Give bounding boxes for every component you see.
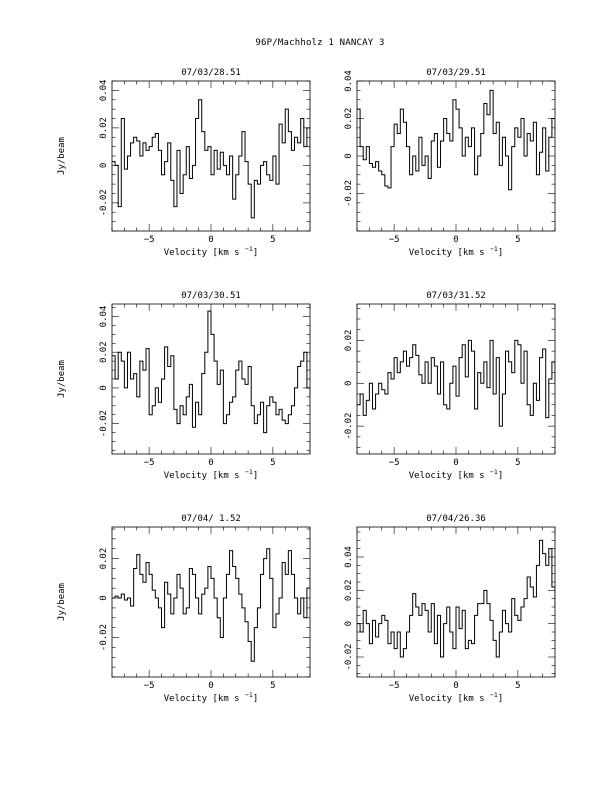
- x-tick-label: 0: [453, 235, 458, 245]
- y-tick-label: 0: [344, 621, 354, 626]
- x-axis-label: Velocity [km s −1]: [409, 245, 504, 258]
- y-tick-label: 0: [344, 153, 354, 158]
- y-tick-label: 0.04: [344, 70, 354, 92]
- y-tick-label: 0.04: [344, 546, 354, 568]
- panel-5: −5 0 5 -0.02 0 0.02 07/04/ 1.52 Velocity [km s …: [57, 514, 311, 704]
- x-tick-label: 5: [270, 235, 275, 245]
- x-tick-label: −5: [144, 458, 155, 468]
- x-axis-label: Velocity [km s −1]: [164, 691, 259, 704]
- x-tick-label: 5: [270, 681, 275, 691]
- x-tick-label: 0: [453, 681, 458, 691]
- y-tick-label: -0.02: [344, 180, 354, 207]
- y-tick-label: 0: [344, 381, 354, 386]
- y-axis-label: Jy/beam: [57, 583, 67, 621]
- panel-4: −5 0 5 -0.02 0 0.02 07/03/31.52 Velocity [km s …: [344, 291, 556, 481]
- spectrum-line: [112, 310, 310, 434]
- panel-title: 07/03/31.52: [426, 291, 486, 301]
- x-tick-label: −5: [389, 458, 400, 468]
- x-tick-label: −5: [389, 235, 400, 245]
- y-axis-label: Jy/beam: [57, 137, 67, 175]
- y-tick-label: 0.02: [99, 117, 109, 139]
- y-tick-label: -0.02: [99, 410, 109, 437]
- spectrum-line: [112, 99, 310, 219]
- x-tick-label: −5: [389, 681, 400, 691]
- y-tick-label: 0.02: [344, 579, 354, 601]
- spectrum-line: [357, 89, 555, 191]
- y-tick-label: 0.02: [344, 330, 354, 352]
- x-axis-label: Velocity [km s −1]: [409, 468, 504, 481]
- page-title: 96P/Machholz 1 NANCAY 3: [255, 38, 385, 48]
- x-tick-label: 0: [208, 458, 213, 468]
- y-tick-label: -0.02: [99, 624, 109, 651]
- spectrum-line: [357, 339, 555, 427]
- y-tick-label: 0.02: [99, 341, 109, 363]
- panel-title: 07/03/28.51: [181, 68, 241, 78]
- spectrum-line: [357, 539, 555, 658]
- x-tick-label: 5: [515, 681, 520, 691]
- panel-1: −5 0 5 -0.02 0 0.02 0.04 07/03/28.51 Velocity [k…: [57, 68, 311, 258]
- x-tick-label: 0: [208, 681, 213, 691]
- panel-title: 07/03/29.51: [426, 68, 486, 78]
- panel-3: −5 0 5 -0.02 0 0.02 0.04 07/03/30.51 Velocity [k…: [57, 291, 311, 481]
- y-tick-label: 0.04: [99, 306, 109, 328]
- x-axis-label: Velocity [km s −1]: [409, 691, 504, 704]
- y-tick-label: 0.02: [99, 548, 109, 570]
- y-tick-label: 0.04: [99, 80, 109, 102]
- panel-6: −5 0 5 -0.02 0 0.02 0.04 07/04/26.36 Velocity [k…: [344, 514, 556, 704]
- x-tick-label: 5: [270, 458, 275, 468]
- x-tick-label: 0: [453, 458, 458, 468]
- x-tick-label: 5: [515, 458, 520, 468]
- panel-title: 07/04/26.36: [426, 514, 486, 524]
- y-tick-label: -0.02: [344, 413, 354, 440]
- y-tick-label: 0: [99, 595, 109, 600]
- panel-2: −5 0 5 -0.02 0 0.02 0.04 07/03/29.51 Velocity [k…: [344, 68, 556, 258]
- y-axis-label: Jy/beam: [57, 360, 67, 398]
- x-tick-label: 5: [515, 235, 520, 245]
- plot-frame: [356, 526, 556, 678]
- y-tick-label: 0: [99, 163, 109, 168]
- x-axis-label: Velocity [km s −1]: [164, 245, 259, 258]
- x-tick-label: −5: [144, 235, 155, 245]
- x-tick-label: 0: [208, 235, 213, 245]
- x-tick-label: −5: [144, 681, 155, 691]
- panel-title: 07/04/ 1.52: [181, 514, 241, 524]
- y-tick-label: -0.02: [99, 189, 109, 216]
- panel-title: 07/03/30.51: [181, 291, 241, 301]
- x-axis-label: Velocity [km s −1]: [164, 468, 259, 481]
- y-tick-label: 0.02: [344, 108, 354, 130]
- y-tick-label: -0.02: [344, 643, 354, 670]
- y-tick-label: 0: [99, 385, 109, 390]
- spectrum-line: [112, 548, 310, 662]
- plot-frame: [111, 526, 311, 678]
